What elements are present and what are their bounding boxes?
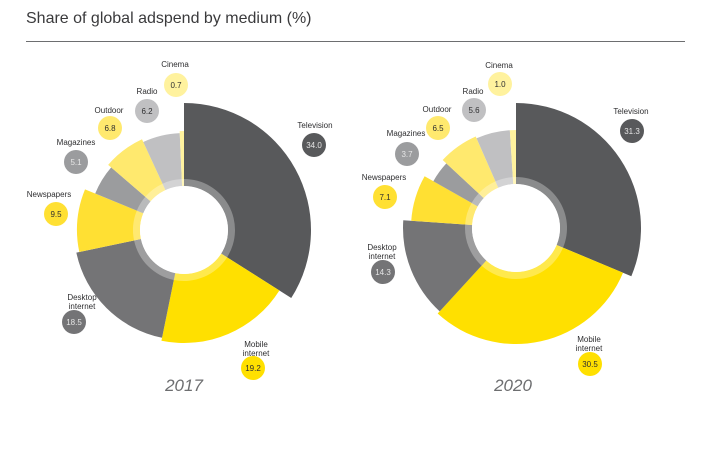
- value-bubble-2017-desktop-internet: 18.5: [62, 310, 86, 334]
- donut-hole: [472, 184, 560, 272]
- value-bubble-2020-outdoor: 6.5: [426, 116, 450, 140]
- title-divider: [26, 41, 685, 42]
- slice-2017-outdoor: [108, 139, 166, 202]
- label-2017-desktop-internet: Desktop internet: [67, 293, 97, 311]
- label-2020-cinema: Cinema: [485, 61, 513, 70]
- inner-ring-segment: [134, 239, 176, 280]
- value-bubble-2017-television: 34.0: [302, 133, 326, 157]
- inner-ring-segment: [481, 244, 564, 279]
- value-bubble-2020-desktop-internet: 14.3: [371, 260, 395, 284]
- value-bubble-2020-cinema: 1.0: [488, 72, 512, 96]
- inner-ring-segment: [495, 177, 514, 188]
- label-2020-newspapers: Newspapers: [361, 173, 407, 182]
- value-bubble-2020-magazines: 3.7: [395, 142, 419, 166]
- slice-2020-cinema: [509, 130, 516, 185]
- label-2020-radio: Radio: [462, 87, 484, 96]
- label-2020-television: Television: [613, 107, 649, 116]
- inner-ring-segment: [471, 193, 484, 207]
- donut-hole: [140, 186, 228, 274]
- inner-ring-segment: [516, 177, 567, 248]
- slice-2017-radio: [143, 133, 183, 191]
- inner-ring-segment: [465, 224, 487, 266]
- label-2017-television: Television: [297, 121, 333, 130]
- value-bubble-2017-newspapers: 9.5: [44, 202, 68, 226]
- slice-2020-television: [516, 103, 641, 277]
- chart-title: Share of global adspend by medium (%): [26, 10, 312, 27]
- slice-2020-desktop-internet: [402, 220, 487, 312]
- label-2020-outdoor: Outdoor: [422, 105, 452, 114]
- slice-2020-newspapers: [411, 176, 478, 225]
- inner-ring-segment: [133, 210, 144, 241]
- slice-2020-magazines: [433, 163, 484, 207]
- slice-2017-desktop-internet: [76, 239, 176, 338]
- label-2017-outdoor: Outdoor: [94, 106, 124, 115]
- inner-ring-segment: [136, 196, 151, 214]
- slice-2017-magazines: [95, 167, 151, 214]
- inner-ring-segment: [145, 183, 166, 202]
- value-bubble-2020-newspapers: 7.1: [373, 185, 397, 209]
- inner-ring-segment: [181, 179, 184, 187]
- label-2020-desktop-internet: Desktop internet: [367, 243, 397, 261]
- label-2017-radio: Radio: [136, 87, 158, 96]
- slice-2017-mobile-internet: [161, 253, 280, 343]
- label-2017-cinema: Cinema: [161, 60, 189, 69]
- inner-ring-segment: [465, 202, 478, 225]
- value-bubble-2017-radio: 6.2: [135, 99, 159, 123]
- value-bubble-2020-mobile-internet: 30.5: [578, 352, 602, 376]
- slice-2020-radio: [476, 130, 514, 188]
- value-bubble-2020-television: 31.3: [620, 119, 644, 143]
- label-2017-mobile-internet: Mobile internet: [242, 340, 270, 358]
- value-bubble-2020-radio: 5.6: [462, 98, 486, 122]
- label-2020-magazines: Magazines: [386, 129, 426, 138]
- year-label-2017: 2017: [165, 376, 203, 395]
- inner-ring-segment: [162, 179, 183, 191]
- value-bubble-2017-mobile-internet: 19.2: [241, 356, 265, 380]
- inner-ring-segment: [512, 177, 516, 185]
- slice-2017-newspapers: [76, 189, 144, 253]
- inner-ring-segment: [173, 253, 228, 281]
- slice-2020-outdoor: [442, 136, 499, 199]
- inner-ring-segment: [184, 179, 236, 258]
- label-2017-magazines: Magazines: [56, 138, 96, 147]
- label-2017-newspapers: Newspapers: [26, 190, 72, 199]
- value-bubble-2017-magazines: 5.1: [64, 150, 88, 174]
- value-bubble-2017-cinema: 0.7: [164, 73, 188, 97]
- slice-2017-cinema: [179, 131, 184, 187]
- slice-2017-television: [184, 103, 311, 299]
- inner-ring-segment: [478, 181, 499, 199]
- value-bubble-2017-outdoor: 6.8: [98, 116, 122, 140]
- year-label-2020: 2020: [494, 376, 532, 395]
- slice-2020-mobile-internet: [437, 244, 624, 344]
- label-2020-mobile-internet: Mobile internet: [575, 335, 603, 353]
